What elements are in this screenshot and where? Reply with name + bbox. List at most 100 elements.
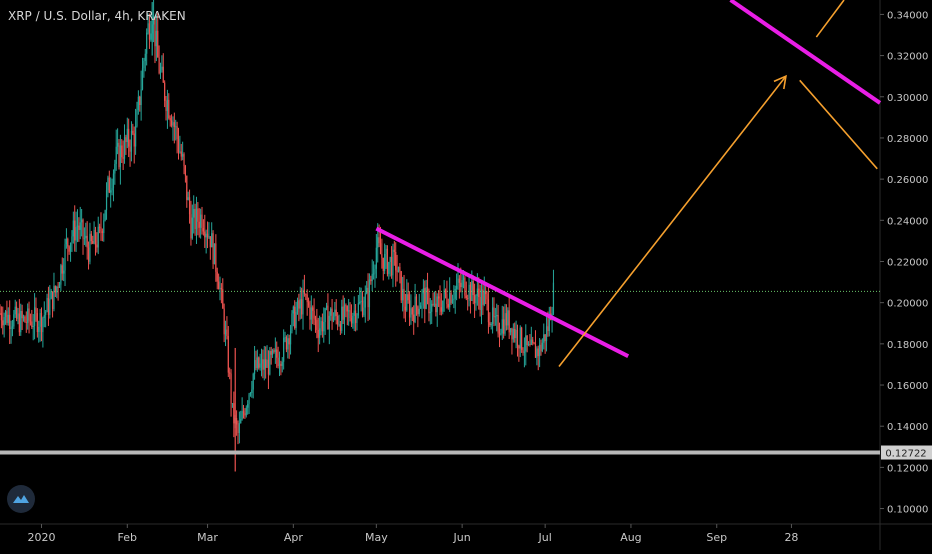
candle-body bbox=[237, 424, 239, 434]
candle-body bbox=[396, 270, 398, 273]
candle-body bbox=[449, 292, 451, 308]
candle-body bbox=[321, 321, 323, 332]
candle-body bbox=[117, 142, 119, 147]
candle-body bbox=[536, 348, 538, 358]
x-tick-label: Aug bbox=[620, 531, 641, 544]
candle-body bbox=[183, 154, 185, 167]
candle-body bbox=[323, 321, 325, 332]
candle-body bbox=[465, 295, 467, 299]
candle-body bbox=[265, 359, 267, 368]
candle-body bbox=[461, 280, 463, 288]
candle-body bbox=[253, 360, 256, 374]
tradingview-logo-icon bbox=[7, 485, 35, 513]
candle-body bbox=[278, 363, 281, 367]
candle-body bbox=[54, 286, 56, 293]
candle-body bbox=[447, 304, 449, 308]
candle-body bbox=[188, 197, 191, 215]
candle-body bbox=[420, 305, 422, 309]
candle-body bbox=[32, 325, 34, 327]
candle-body bbox=[480, 289, 483, 311]
candle-body bbox=[140, 89, 142, 106]
chart-title: XRP / U.S. Dollar, 4h, KRAKEN bbox=[8, 9, 186, 23]
candle-body bbox=[270, 351, 272, 355]
candle-body bbox=[159, 69, 162, 74]
candle-body bbox=[46, 297, 48, 312]
candle-body bbox=[273, 350, 275, 352]
candle-body bbox=[339, 324, 341, 331]
y-tick-label: 0.28000 bbox=[887, 134, 928, 145]
candle-body bbox=[307, 302, 310, 306]
candle-body bbox=[454, 288, 456, 299]
candle-body bbox=[319, 328, 321, 338]
candle-body bbox=[342, 306, 344, 320]
candle-body bbox=[197, 208, 199, 222]
x-tick-label: Jul bbox=[538, 531, 552, 544]
candle-body bbox=[421, 293, 423, 306]
candle-body bbox=[431, 303, 433, 312]
candle-body bbox=[269, 351, 271, 375]
candle-body bbox=[86, 235, 88, 248]
candle-body bbox=[314, 318, 317, 320]
candle-body bbox=[148, 23, 151, 40]
candle-body bbox=[289, 331, 292, 345]
candle-body bbox=[190, 214, 192, 239]
candle-body bbox=[244, 413, 246, 416]
candle-body bbox=[501, 319, 503, 334]
candle-body bbox=[335, 309, 337, 316]
candle-body bbox=[213, 243, 216, 265]
candle-body bbox=[489, 322, 491, 326]
x-tick-label: Mar bbox=[197, 531, 218, 544]
candle-body bbox=[381, 254, 383, 258]
candle-body bbox=[534, 343, 537, 358]
candle-body bbox=[107, 177, 109, 191]
candle-body bbox=[227, 336, 229, 373]
y-tick-label: 0.10000 bbox=[887, 505, 928, 516]
candle-body bbox=[267, 359, 270, 375]
candle-body bbox=[378, 237, 380, 244]
candle-body bbox=[384, 253, 386, 271]
candle-body bbox=[9, 314, 11, 329]
candle-body bbox=[229, 372, 231, 374]
candle-body bbox=[341, 306, 343, 331]
candle-body bbox=[262, 359, 264, 370]
candle-body bbox=[110, 190, 112, 193]
trendline-1 bbox=[375, 226, 630, 358]
candle-body bbox=[157, 30, 159, 58]
candle-body bbox=[485, 291, 487, 295]
candle-body bbox=[284, 337, 286, 338]
candle-body bbox=[414, 296, 416, 323]
candle-body bbox=[219, 287, 221, 290]
candle-body bbox=[429, 311, 431, 314]
candle-body bbox=[2, 320, 4, 326]
candle-body bbox=[22, 316, 25, 319]
candle-body bbox=[169, 118, 171, 121]
candle-body bbox=[218, 281, 220, 290]
candle-body bbox=[38, 326, 40, 333]
candle-body bbox=[472, 281, 474, 295]
candle-body bbox=[173, 122, 175, 127]
candle-body bbox=[337, 315, 339, 325]
candle-body bbox=[191, 217, 193, 239]
candle-body bbox=[201, 214, 203, 229]
candle-body bbox=[440, 307, 442, 312]
candle-body bbox=[372, 273, 375, 275]
candle-body bbox=[99, 226, 101, 228]
candle-body bbox=[211, 233, 213, 248]
candle-body bbox=[353, 310, 355, 316]
candle-body bbox=[283, 337, 285, 362]
candle-body bbox=[497, 315, 499, 334]
candle-body bbox=[122, 157, 124, 159]
candle-body bbox=[287, 338, 289, 350]
candle-body bbox=[85, 235, 87, 239]
candle-body bbox=[28, 308, 30, 321]
candle-body bbox=[97, 226, 99, 248]
candle-body bbox=[349, 310, 351, 318]
candle-body bbox=[418, 308, 420, 315]
candle-body bbox=[296, 300, 299, 312]
candle-body bbox=[61, 265, 63, 274]
candle-body bbox=[395, 251, 397, 271]
candle-body bbox=[240, 419, 242, 424]
candle-body bbox=[10, 327, 12, 329]
